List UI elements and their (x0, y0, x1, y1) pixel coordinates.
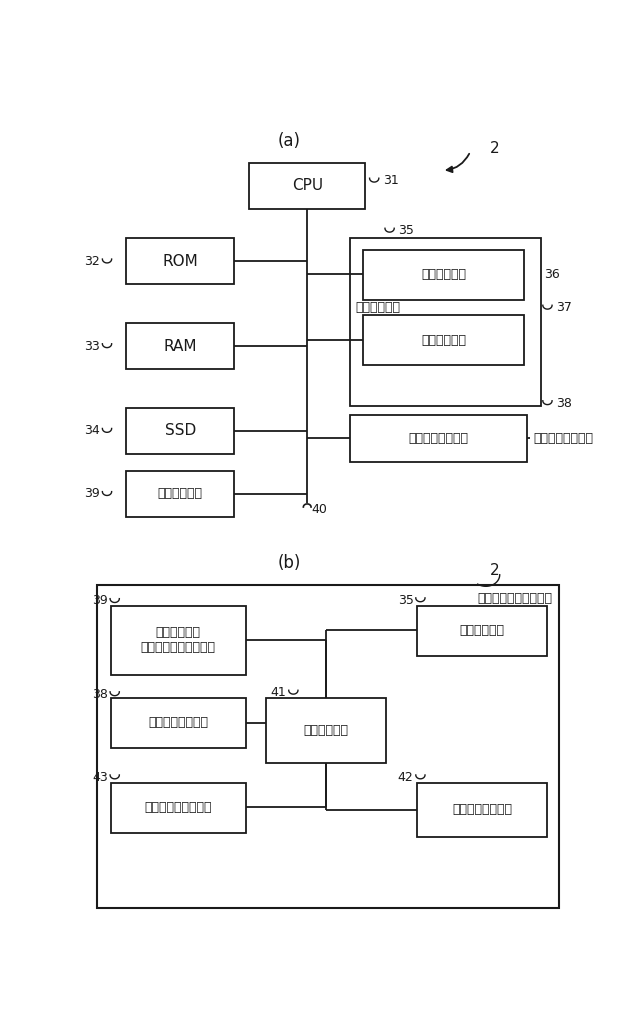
Text: SSD: SSD (164, 424, 196, 438)
Text: 32: 32 (84, 255, 100, 268)
Bar (363, 315, 524, 366)
Text: 端末通信制御装置: 端末通信制御装置 (148, 717, 208, 729)
Text: 41: 41 (271, 686, 287, 699)
Text: 加速度センサ: 加速度センサ (157, 487, 203, 500)
Text: タッチパネル: タッチパネル (355, 301, 400, 314)
Text: 39: 39 (84, 487, 100, 500)
Text: 2: 2 (490, 564, 499, 578)
Text: 加速度センサ
（端末姿勢検知手段）: 加速度センサ （端末姿勢検知手段） (141, 626, 216, 654)
Text: タッチセンサ: タッチセンサ (421, 334, 466, 347)
Text: 35: 35 (397, 594, 413, 607)
Text: (a): (a) (278, 133, 301, 150)
Text: 画像表示制御手段: 画像表示制御手段 (452, 803, 512, 816)
Text: 画像表示手段: 画像表示手段 (421, 268, 466, 282)
Text: 33: 33 (84, 340, 100, 352)
Text: 34: 34 (84, 425, 100, 437)
Bar (126, 408, 234, 454)
Text: RAM: RAM (163, 339, 197, 353)
Text: 35: 35 (398, 224, 414, 237)
Text: 31: 31 (383, 174, 399, 188)
Bar (97, 584, 559, 909)
Text: (b): (b) (278, 554, 301, 572)
Bar (266, 698, 386, 764)
Text: ポイント管理端末装置: ポイント管理端末装置 (478, 593, 553, 605)
Text: 43: 43 (92, 771, 108, 784)
Text: 38: 38 (556, 397, 572, 409)
Text: 端末通信制御装置: 端末通信制御装置 (408, 432, 468, 445)
Text: タッチパネル: タッチパネル (460, 624, 504, 637)
Bar (417, 606, 547, 656)
Bar (111, 606, 246, 674)
Text: 2: 2 (490, 142, 499, 156)
Text: 端末制御手段: 端末制御手段 (303, 724, 349, 738)
Text: 38: 38 (92, 688, 108, 700)
Bar (349, 415, 527, 462)
Bar (250, 163, 365, 209)
Text: CPU: CPU (292, 178, 323, 194)
Text: パスワード要求手段: パスワード要求手段 (145, 801, 212, 814)
Bar (363, 250, 524, 299)
Bar (126, 238, 234, 285)
Text: 37: 37 (556, 301, 572, 314)
Text: 39: 39 (92, 595, 108, 607)
Bar (111, 782, 246, 833)
Bar (417, 782, 547, 837)
Text: 42: 42 (397, 771, 413, 784)
Text: インターネットへ: インターネットへ (534, 432, 593, 445)
Bar (126, 470, 234, 517)
Text: ROM: ROM (163, 254, 198, 269)
Bar (349, 238, 541, 406)
Text: 36: 36 (543, 268, 559, 281)
Bar (111, 698, 246, 748)
Text: 40: 40 (311, 502, 327, 516)
Bar (126, 323, 234, 369)
